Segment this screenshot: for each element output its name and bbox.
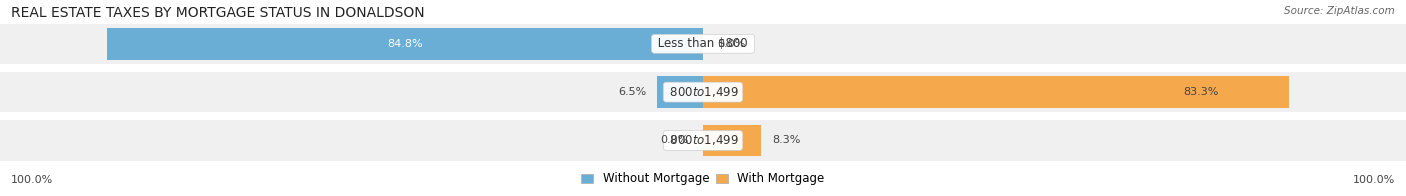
Bar bbox=[0, 125, 1406, 156]
Text: 84.8%: 84.8% bbox=[387, 39, 423, 49]
Text: 0.0%: 0.0% bbox=[661, 135, 689, 145]
Text: 6.5%: 6.5% bbox=[619, 87, 647, 97]
Text: Source: ZipAtlas.com: Source: ZipAtlas.com bbox=[1284, 6, 1395, 16]
Bar bbox=[0, 28, 1406, 60]
Text: $800 to $1,499: $800 to $1,499 bbox=[666, 85, 740, 99]
Bar bbox=[657, 76, 703, 108]
Legend: Without Mortgage, With Mortgage: Without Mortgage, With Mortgage bbox=[576, 168, 830, 190]
Text: 100.0%: 100.0% bbox=[11, 175, 53, 185]
Text: 83.3%: 83.3% bbox=[1182, 87, 1219, 97]
Bar bbox=[107, 28, 703, 60]
Bar bbox=[0, 76, 1406, 108]
Bar bbox=[703, 125, 762, 156]
Text: Less than $800: Less than $800 bbox=[654, 37, 752, 50]
Text: $800 to $1,499: $800 to $1,499 bbox=[666, 133, 740, 147]
Text: 0.0%: 0.0% bbox=[717, 39, 745, 49]
Text: REAL ESTATE TAXES BY MORTGAGE STATUS IN DONALDSON: REAL ESTATE TAXES BY MORTGAGE STATUS IN … bbox=[11, 6, 425, 20]
Bar bbox=[703, 76, 1289, 108]
Text: 100.0%: 100.0% bbox=[1353, 175, 1395, 185]
Text: 8.3%: 8.3% bbox=[772, 135, 800, 145]
